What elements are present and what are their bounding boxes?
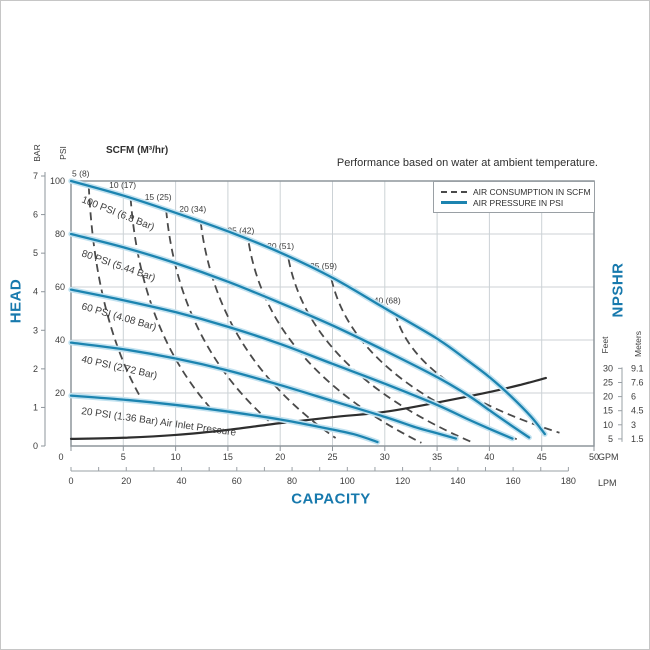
bar-tick-label: 3 — [33, 325, 38, 335]
consumption-curve — [247, 243, 422, 444]
legend-consumption-label: AIR CONSUMPTION IN SCFM — [473, 186, 591, 197]
legend-item-pressure: AIR PRESSURE IN PSI — [441, 197, 589, 208]
npshr-meters-tick-label: 7.6 — [631, 378, 644, 388]
pressure-curve — [69, 394, 379, 444]
gpm-tick-label: 35 — [432, 452, 442, 462]
lpm-tick-label: 120 — [395, 476, 410, 486]
consumption-curve-label: 20 (34) — [179, 204, 206, 214]
lpm-tick-label: 100 — [340, 476, 355, 486]
capacity-axis-title: CAPACITY — [291, 490, 371, 508]
bar-tick-label: 4 — [33, 287, 38, 297]
bar-tick-label: 2 — [33, 364, 38, 374]
head-axis-title: HEAD — [7, 278, 25, 324]
dashed-line-sample-icon — [441, 190, 467, 193]
bar-tick-label: 5 — [33, 248, 38, 258]
legend-item-consumption: AIR CONSUMPTION IN SCFM — [441, 186, 591, 197]
consumption-curve — [87, 186, 142, 399]
npshr-feet-tick-label: 5 — [608, 434, 613, 444]
gpm-tick-label: 30 — [380, 452, 390, 462]
pressure-curve — [69, 288, 514, 440]
feet-unit-label: Feet — [600, 336, 610, 354]
gpm-tick-label: 20 — [275, 452, 285, 462]
pressure-curve — [69, 341, 458, 440]
npshr-meters-tick-label: 4.5 — [631, 406, 644, 416]
pressure-curve — [69, 179, 546, 436]
consumption-curve — [165, 210, 270, 422]
gpm-tick-label: 40 — [484, 452, 494, 462]
gpm-tick-label: 0 — [58, 452, 63, 462]
meters-unit-label: Meters — [633, 331, 643, 357]
gpm-tick-label: 15 — [223, 452, 233, 462]
chart-title: Performance based on water at ambient te… — [336, 157, 598, 169]
consumption-curve-label: 30 (51) — [267, 241, 294, 251]
npshr-axis-title: NPSHR — [609, 262, 627, 318]
npshr-feet-tick-label: 10 — [603, 420, 613, 430]
npshr-feet-tick-label: 15 — [603, 406, 613, 416]
bar-unit-label: BAR — [32, 144, 42, 162]
consumption-curve-label: 25 (42) — [227, 225, 254, 235]
lpm-tick-label: 60 — [232, 476, 242, 486]
npshr-curve — [69, 376, 547, 440]
npshr-feet-tick-label: 30 — [603, 363, 613, 373]
lpm-unit-label: LPM — [598, 478, 617, 488]
psi-tick-label: 60 — [55, 282, 65, 292]
legend: AIR CONSUMPTION IN SCFM AIR PRESSURE IN … — [433, 181, 595, 213]
gpm-tick-label: 50 — [589, 452, 599, 462]
lpm-tick-label: 180 — [561, 476, 576, 486]
gpm-unit-label: GPM — [598, 452, 619, 462]
consumption-curve — [330, 278, 522, 442]
lpm-tick-label: 80 — [287, 476, 297, 486]
lpm-tick-label: 160 — [506, 476, 521, 486]
bar-tick-label: 6 — [33, 210, 38, 220]
consumption-curve — [129, 198, 212, 410]
npshr-meters-tick-label: 3 — [631, 420, 636, 430]
pressure-curve — [69, 232, 531, 439]
npshr-feet-tick-label: 25 — [603, 378, 613, 388]
consumption-curve — [287, 259, 472, 443]
npshr-meters-tick-label: 1.5 — [631, 434, 644, 444]
bar-tick-label: 7 — [33, 171, 38, 181]
consumption-curve-label: 10 (17) — [109, 180, 136, 190]
bar-tick-label: 0 — [33, 441, 38, 451]
gpm-tick-label: 45 — [537, 452, 547, 462]
pressure-curve-label: 40 PSI (2.72 Bar) — [80, 354, 158, 381]
gpm-tick-label: 10 — [171, 452, 181, 462]
npshr-feet-tick-label: 20 — [603, 392, 613, 402]
bar-tick-label: 1 — [33, 402, 38, 412]
npshr-meters-tick-label: 6 — [631, 392, 636, 402]
scfm-axis-header: SCFM (M³/hr) — [106, 145, 169, 156]
lpm-tick-label: 40 — [177, 476, 187, 486]
consumption-curve-label: 40 (68) — [374, 296, 401, 306]
legend-pressure-label: AIR PRESSURE IN PSI — [473, 197, 564, 208]
psi-unit-label: PSI — [58, 146, 68, 160]
psi-tick-label: 80 — [55, 229, 65, 239]
consumption-curve-label: 35 (59) — [310, 261, 337, 271]
psi-tick-label: 40 — [55, 335, 65, 345]
consumption-curve — [199, 221, 337, 439]
psi-tick-label: 20 — [55, 388, 65, 398]
lpm-tick-label: 20 — [121, 476, 131, 486]
lpm-tick-label: 140 — [450, 476, 465, 486]
gpm-tick-label: 5 — [121, 452, 126, 462]
consumption-curve-label: 5 (8) — [72, 168, 90, 178]
consumption-curve-label: 15 (25) — [145, 192, 172, 202]
solid-line-sample-icon — [441, 201, 467, 204]
psi-tick-label: 100 — [50, 176, 65, 186]
npshr-meters-tick-label: 9.1 — [631, 363, 644, 373]
gpm-tick-label: 25 — [327, 452, 337, 462]
lpm-tick-label: 0 — [68, 476, 73, 486]
